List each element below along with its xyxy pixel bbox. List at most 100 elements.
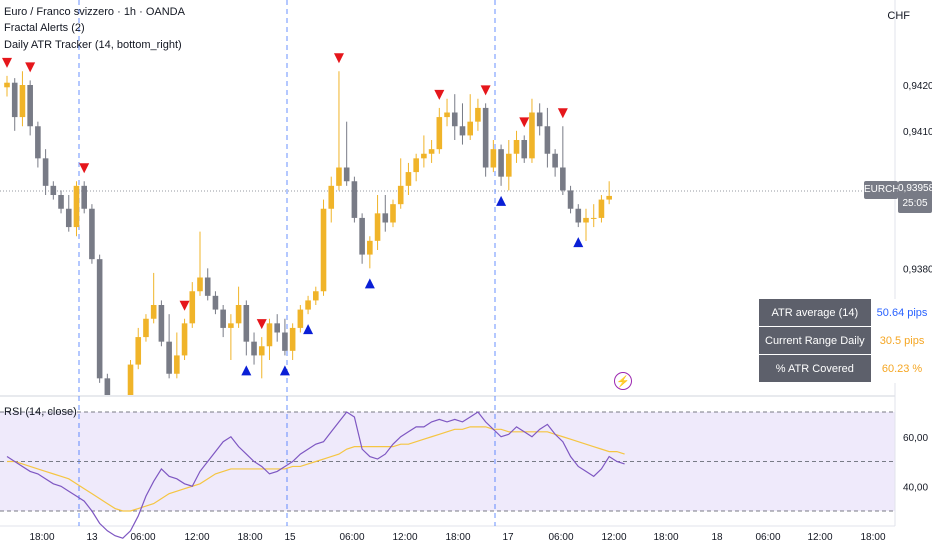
candle-body bbox=[598, 199, 605, 218]
candle-body bbox=[189, 291, 196, 324]
current-range-value: 30.5 pips bbox=[870, 327, 932, 355]
candle-body bbox=[150, 305, 157, 319]
rsi-line bbox=[6, 411, 625, 539]
candle-body bbox=[567, 190, 574, 209]
time-tick-label: 13 bbox=[86, 532, 98, 543]
candle-body bbox=[27, 85, 33, 127]
candle-body bbox=[482, 107, 489, 168]
candle-body bbox=[166, 341, 172, 374]
candle-body bbox=[459, 126, 466, 136]
candle-body bbox=[50, 185, 57, 195]
last-price-value: 0,93958 bbox=[898, 183, 932, 194]
candle-body bbox=[58, 195, 64, 209]
candle-body bbox=[143, 318, 149, 338]
candle-body bbox=[127, 364, 134, 395]
candle-body bbox=[19, 85, 26, 118]
fractal-high-marker bbox=[434, 89, 445, 100]
fractal-low-marker bbox=[573, 237, 584, 248]
candle-body bbox=[421, 153, 427, 159]
candle-body bbox=[521, 140, 528, 159]
fractal-low-marker bbox=[279, 365, 290, 376]
atr-covered-label: % ATR Covered bbox=[759, 355, 871, 383]
indicator-fractal-alerts[interactable]: Fractal Alerts (2) bbox=[4, 22, 85, 34]
candle-body bbox=[390, 204, 396, 223]
time-tick-label: 06:00 bbox=[548, 532, 573, 543]
atr-average-label: ATR average (14) bbox=[759, 299, 871, 327]
fractal-high-marker bbox=[519, 117, 530, 128]
candle-body bbox=[220, 309, 226, 328]
candle-body bbox=[228, 323, 234, 328]
candle-body bbox=[552, 153, 558, 168]
indicator-rsi[interactable]: RSI (14, close) bbox=[4, 406, 77, 418]
indicator-atr-tracker[interactable]: Daily ATR Tracker (14, bottom_right) bbox=[4, 39, 182, 51]
candle-body bbox=[258, 346, 265, 356]
candle-body bbox=[513, 140, 520, 154]
atr-row-covered: % ATR Covered 60.23 % bbox=[759, 355, 932, 383]
fractal-high-marker bbox=[557, 108, 568, 119]
candle-body bbox=[35, 126, 41, 159]
fractal-high-marker bbox=[480, 85, 491, 96]
candle-body bbox=[397, 185, 404, 205]
rsi-tick-label: 40,00 bbox=[903, 482, 928, 493]
candle-body bbox=[560, 167, 566, 191]
candle-body bbox=[212, 295, 219, 310]
candle-body bbox=[305, 300, 311, 310]
candle-body bbox=[96, 259, 103, 379]
time-tick-label: 18:00 bbox=[445, 532, 470, 543]
candle-body bbox=[181, 323, 188, 356]
time-tick-label: 12:00 bbox=[601, 532, 626, 543]
time-tick-label: 12:00 bbox=[807, 532, 832, 543]
candle-body bbox=[606, 195, 612, 200]
rsi-ma-line bbox=[7, 426, 625, 512]
candle-body bbox=[320, 208, 327, 292]
candle-body bbox=[405, 172, 412, 186]
candle-body bbox=[451, 112, 458, 127]
time-tick-label: 18:00 bbox=[237, 532, 262, 543]
time-tick-label: 06:00 bbox=[755, 532, 780, 543]
candle-body bbox=[590, 217, 597, 219]
atr-table: ATR average (14) 50.64 pips Current Rang… bbox=[759, 299, 932, 383]
symbol-title[interactable]: Euro / Franco svizzero · 1h · OANDA bbox=[4, 6, 185, 18]
price-tick-label: 0,93800 bbox=[903, 264, 932, 275]
time-tick-label: 18 bbox=[711, 532, 723, 543]
candle-body bbox=[575, 208, 582, 223]
candle-body bbox=[467, 121, 473, 136]
fractal-low-marker bbox=[364, 278, 375, 289]
candle-body bbox=[374, 213, 381, 241]
candle-body bbox=[444, 112, 450, 118]
fractal-low-marker bbox=[241, 365, 252, 376]
candles bbox=[4, 71, 612, 395]
candle-body bbox=[197, 277, 203, 292]
time-tick-label: 12:00 bbox=[392, 532, 417, 543]
candle-body bbox=[506, 153, 512, 177]
candle-body bbox=[328, 185, 335, 209]
currency-label[interactable]: CHF bbox=[887, 10, 910, 22]
candle-body bbox=[243, 305, 250, 342]
candle-body bbox=[413, 158, 419, 173]
lightning-icon[interactable]: ⚡ bbox=[614, 372, 632, 390]
candle-body bbox=[490, 149, 497, 168]
candle-body bbox=[4, 82, 10, 88]
atr-covered-value: 60.23 % bbox=[870, 355, 932, 383]
time-tick-label: 15 bbox=[284, 532, 296, 543]
candle-body bbox=[251, 341, 257, 356]
fractal-markers bbox=[2, 53, 584, 376]
session-separators bbox=[78, 0, 496, 526]
candle-body bbox=[204, 277, 211, 296]
candle-body bbox=[313, 291, 319, 301]
time-tick-label: 06:00 bbox=[130, 532, 155, 543]
symbol-price-tag: EURCHF bbox=[864, 181, 906, 199]
candle-body bbox=[289, 327, 296, 351]
time-tick-label: 06:00 bbox=[339, 532, 364, 543]
candle-body bbox=[436, 117, 443, 150]
last-price-box: 0,93958 25:05 bbox=[898, 181, 932, 213]
fractal-high-marker bbox=[25, 62, 36, 73]
current-range-label: Current Range Daily bbox=[759, 327, 871, 355]
time-axis[interactable]: 18:00 13 06:00 12:00 18:00 15 06:00 12:00 18:00 1… bbox=[29, 532, 885, 543]
candle-body bbox=[382, 213, 389, 223]
price-axis[interactable]: 0,942000,941000,938000,937000,9360060,00… bbox=[903, 81, 932, 493]
rsi-pane bbox=[0, 411, 895, 539]
candle-body bbox=[583, 217, 589, 223]
